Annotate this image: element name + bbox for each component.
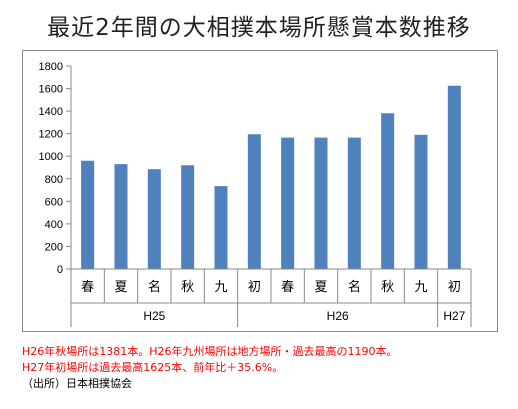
y-tick-label: 800 <box>45 174 63 186</box>
y-tick-label: 1800 <box>39 61 63 73</box>
x-tick-label: 初 <box>248 280 261 295</box>
x-tick-label: 夏 <box>114 280 127 295</box>
bar <box>347 137 361 269</box>
x-tick-label: 春 <box>81 280 94 295</box>
bar <box>414 134 428 269</box>
bar <box>281 137 295 269</box>
x-tick-label: 名 <box>348 279 361 295</box>
bar <box>81 160 95 269</box>
y-tick-label: 600 <box>45 196 63 208</box>
y-tick-label: 400 <box>45 219 63 231</box>
y-tick-label: 1600 <box>39 84 63 96</box>
y-tick-label: 1400 <box>39 106 63 118</box>
y-tick-label: 1200 <box>39 129 63 141</box>
source-note: （出所）日本相撲協会 <box>22 377 132 390</box>
bar <box>147 169 161 269</box>
bar <box>181 165 195 269</box>
y-tick-label: 0 <box>57 264 63 276</box>
chart-title: 最近2年間の大相撲本場所懸賞本数推移 <box>47 15 471 41</box>
bar <box>114 164 128 269</box>
bar <box>381 113 395 269</box>
x-tick-label: 夏 <box>314 280 327 295</box>
y-tick-label: 1000 <box>39 151 63 163</box>
x-tick-label: 春 <box>281 280 294 295</box>
x-tick-label: 初 <box>448 280 461 295</box>
y-tick-label: 200 <box>45 241 63 253</box>
group-label: H27 <box>443 309 465 323</box>
group-label: H25 <box>143 309 165 323</box>
bar <box>447 85 461 269</box>
x-tick-label: 秋 <box>181 280 194 295</box>
bar <box>314 137 328 269</box>
bar <box>214 186 228 269</box>
bar <box>247 134 261 269</box>
x-tick-label: 九 <box>414 280 427 295</box>
note-line-2: H27年初場所は過去最高1625本、前年比＋35.6%。 <box>22 361 284 374</box>
x-tick-label: 九 <box>214 280 227 295</box>
group-label: H26 <box>327 309 349 323</box>
x-tick-label: 秋 <box>381 280 394 295</box>
note-line-1: H26年秋場所は1381本。H26年九州場所は地方場所・過去最高の1190本。 <box>22 345 398 358</box>
x-tick-label: 名 <box>148 279 161 295</box>
